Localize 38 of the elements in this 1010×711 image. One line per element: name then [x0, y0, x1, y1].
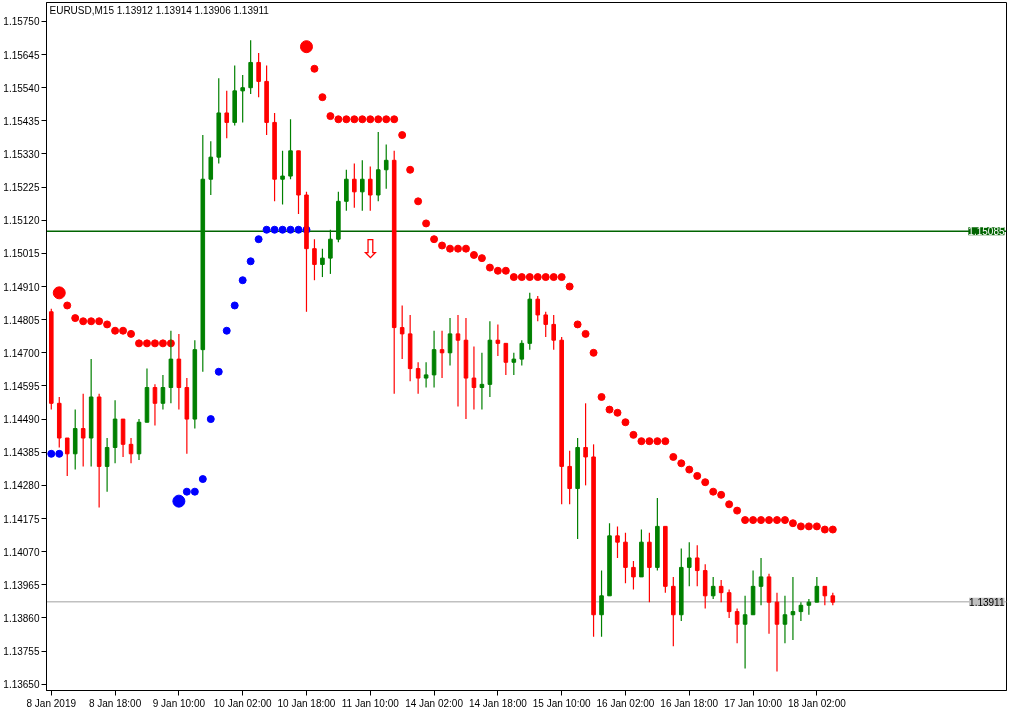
y-tick-label: 1.15015 — [3, 248, 40, 260]
y-tick-label: 1.13650 — [3, 679, 40, 691]
x-tick-label: 14 Jan 18:00 — [468, 697, 528, 709]
x-tick-label: 10 Jan 18:00 — [277, 697, 336, 709]
x-tick-label: 16 Jan 18:00 — [660, 697, 719, 709]
chart-title: EURUSD,M15 1.13912 1.13914 1.13906 1.13911 — [49, 4, 270, 16]
y-tick-label: 1.14280 — [3, 480, 40, 492]
y-tick-label: 1.15435 — [3, 115, 40, 127]
x-tick-label: 11 Jan 10:00 — [341, 697, 400, 709]
annotation: ⇩ — [359, 234, 382, 265]
y-tick-label: 1.13755 — [3, 646, 40, 658]
y-tick-label: 1.15645 — [3, 49, 40, 61]
x-tick-label: 8 Jan 2019 — [26, 697, 77, 709]
y-tick-label: 1.13965 — [3, 579, 40, 591]
y-tick-label: 1.14700 — [3, 347, 40, 359]
x-tick-label: 10 Jan 02:00 — [213, 697, 273, 709]
y-tick-label: 1.15330 — [3, 148, 40, 160]
y-tick-label: 1.15750 — [3, 16, 40, 28]
x-tick-label: 18 Jan 02:00 — [787, 697, 847, 709]
x-tick-label: 16 Jan 02:00 — [596, 697, 655, 709]
y-tick-label: 1.14805 — [3, 314, 40, 326]
y-tick-label: 1.15120 — [3, 215, 40, 227]
y-tick-label: 1.14385 — [3, 447, 40, 459]
x-tick-label: 17 Jan 10:00 — [724, 697, 783, 709]
ref-line-label: 1.13911 — [969, 596, 1005, 608]
x-tick-label: 8 Jan 18:00 — [88, 697, 142, 709]
x-tick-label: 14 Jan 02:00 — [405, 697, 464, 709]
y-tick-label: 1.14070 — [3, 546, 40, 558]
y-tick-label: 1.14595 — [3, 380, 40, 392]
y-tick-label: 1.14490 — [3, 414, 40, 426]
y-tick-label: 1.15225 — [3, 182, 40, 194]
y-tick-label: 1.13860 — [3, 612, 40, 624]
x-tick-label: 15 Jan 10:00 — [532, 697, 592, 709]
y-tick-label: 1.15540 — [3, 82, 40, 94]
x-tick-label: 9 Jan 10:00 — [152, 697, 206, 709]
y-tick-label: 1.14175 — [3, 513, 40, 525]
y-tick-label: 1.14910 — [3, 281, 40, 293]
ref-line-label: 1.15085 — [968, 226, 1005, 238]
